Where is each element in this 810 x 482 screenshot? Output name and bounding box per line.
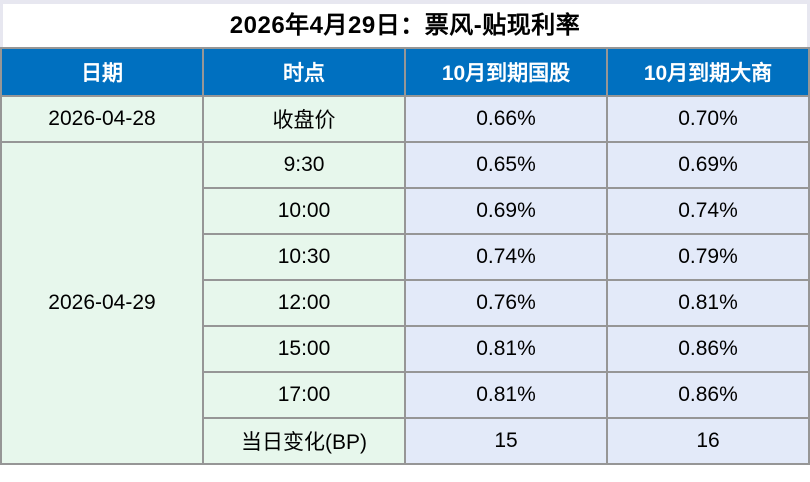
cell-change-bp-guogu: 15: [404, 417, 608, 465]
cell-rate-guogu: 0.81%: [404, 371, 608, 419]
title-bar: 2026年4月29日：票风-贴现利率: [0, 0, 810, 47]
col-header-time: 时点: [202, 47, 406, 97]
cell-date: 2026-04-28: [0, 95, 204, 143]
col-header-dashang: 10月到期大商: [606, 47, 810, 97]
table-row: 2026-04-28 收盘价 0.66% 0.70%: [0, 95, 810, 143]
table-row: 2026-04-29 9:30 0.65% 0.69%: [0, 141, 810, 465]
cell-rate-guogu: 0.65%: [404, 141, 608, 189]
col-header-date: 日期: [0, 47, 204, 97]
cell-time: 10:00: [202, 187, 406, 235]
table-row: 10:00 0.69% 0.74%: [1, 187, 810, 235]
cell-time: 15:00: [202, 325, 406, 373]
cell-time: 17:00: [202, 371, 406, 419]
cell-rate-dashang: 0.70%: [606, 95, 810, 143]
table-row: 17:00 0.81% 0.86%: [1, 371, 810, 419]
cell-time: 收盘价: [202, 95, 406, 143]
cell-rate-dashang: 0.69%: [606, 141, 810, 189]
cell-rate-guogu: 0.69%: [404, 187, 608, 235]
cell-time: 9:30: [202, 141, 406, 189]
col-header-guogu: 10月到期国股: [404, 47, 608, 97]
page-title: 2026年4月29日：票风-贴现利率: [3, 4, 807, 47]
discount-rates-table: 日期 时点 10月到期国股 10月到期大商 2026-04-28 收盘价 0.6…: [0, 47, 810, 465]
cell-rate-guogu: 0.74%: [404, 233, 608, 281]
table-row-daily-change: 当日变化(BP) 15 16: [1, 417, 810, 465]
table-row: 15:00 0.81% 0.86%: [1, 325, 810, 373]
cell-rate-dashang: 0.86%: [606, 371, 810, 419]
cell-rate-dashang: 0.79%: [606, 233, 810, 281]
table-row: 10:30 0.74% 0.79%: [1, 233, 810, 281]
cell-rate-dashang: 0.74%: [606, 187, 810, 235]
cell-time: 12:00: [202, 279, 406, 327]
cell-rate-dashang: 0.81%: [606, 279, 810, 327]
cell-change-label: 当日变化(BP): [202, 417, 406, 465]
cell-rate-guogu: 0.66%: [404, 95, 608, 143]
cell-date-merged: 2026-04-29: [0, 141, 204, 465]
cell-rate-dashang: 0.86%: [606, 325, 810, 373]
cell-rate-guogu: 0.81%: [404, 325, 608, 373]
cell-time: 10:30: [202, 233, 406, 281]
cell-change-bp-dashang: 16: [606, 417, 810, 465]
cell-rate-guogu: 0.76%: [404, 279, 608, 327]
table-row: 12:00 0.76% 0.81%: [1, 279, 810, 327]
header-row: 日期 时点 10月到期国股 10月到期大商: [0, 47, 810, 97]
